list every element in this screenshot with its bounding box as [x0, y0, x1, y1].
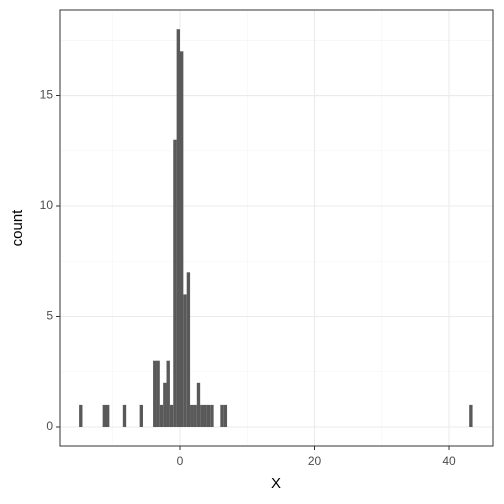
x-tick-label: 0 — [177, 454, 184, 468]
bar — [196, 382, 201, 427]
bar — [159, 404, 164, 427]
bar — [139, 404, 143, 427]
bar — [193, 404, 197, 427]
bar — [153, 360, 157, 427]
bar — [186, 272, 191, 427]
bar — [183, 294, 187, 427]
bar — [163, 382, 167, 427]
bar — [173, 139, 177, 427]
bar — [122, 404, 127, 427]
bar — [220, 404, 224, 427]
y-tick-label: 5 — [46, 309, 53, 323]
y-axis-title: count — [9, 209, 26, 247]
bar — [179, 51, 184, 427]
bar — [200, 404, 204, 427]
x-tick-label: 20 — [308, 454, 322, 468]
bar — [156, 360, 160, 427]
bar — [469, 404, 473, 427]
bar — [169, 404, 174, 427]
bar — [79, 404, 83, 427]
bar — [102, 404, 107, 427]
panel — [60, 10, 493, 446]
panel-border — [59, 9, 494, 447]
bar — [166, 360, 170, 427]
y-tick-label: 15 — [40, 88, 54, 102]
bar — [106, 404, 110, 427]
x-axis-title: X — [271, 475, 281, 492]
bar — [206, 404, 211, 427]
bar — [190, 404, 194, 427]
bar — [223, 404, 228, 427]
x-tick-label: 40 — [442, 454, 456, 468]
bar — [203, 404, 207, 427]
y-tick-label: 0 — [46, 419, 53, 433]
bar — [176, 29, 180, 427]
bar — [210, 404, 214, 427]
y-tick-label: 10 — [40, 198, 54, 212]
